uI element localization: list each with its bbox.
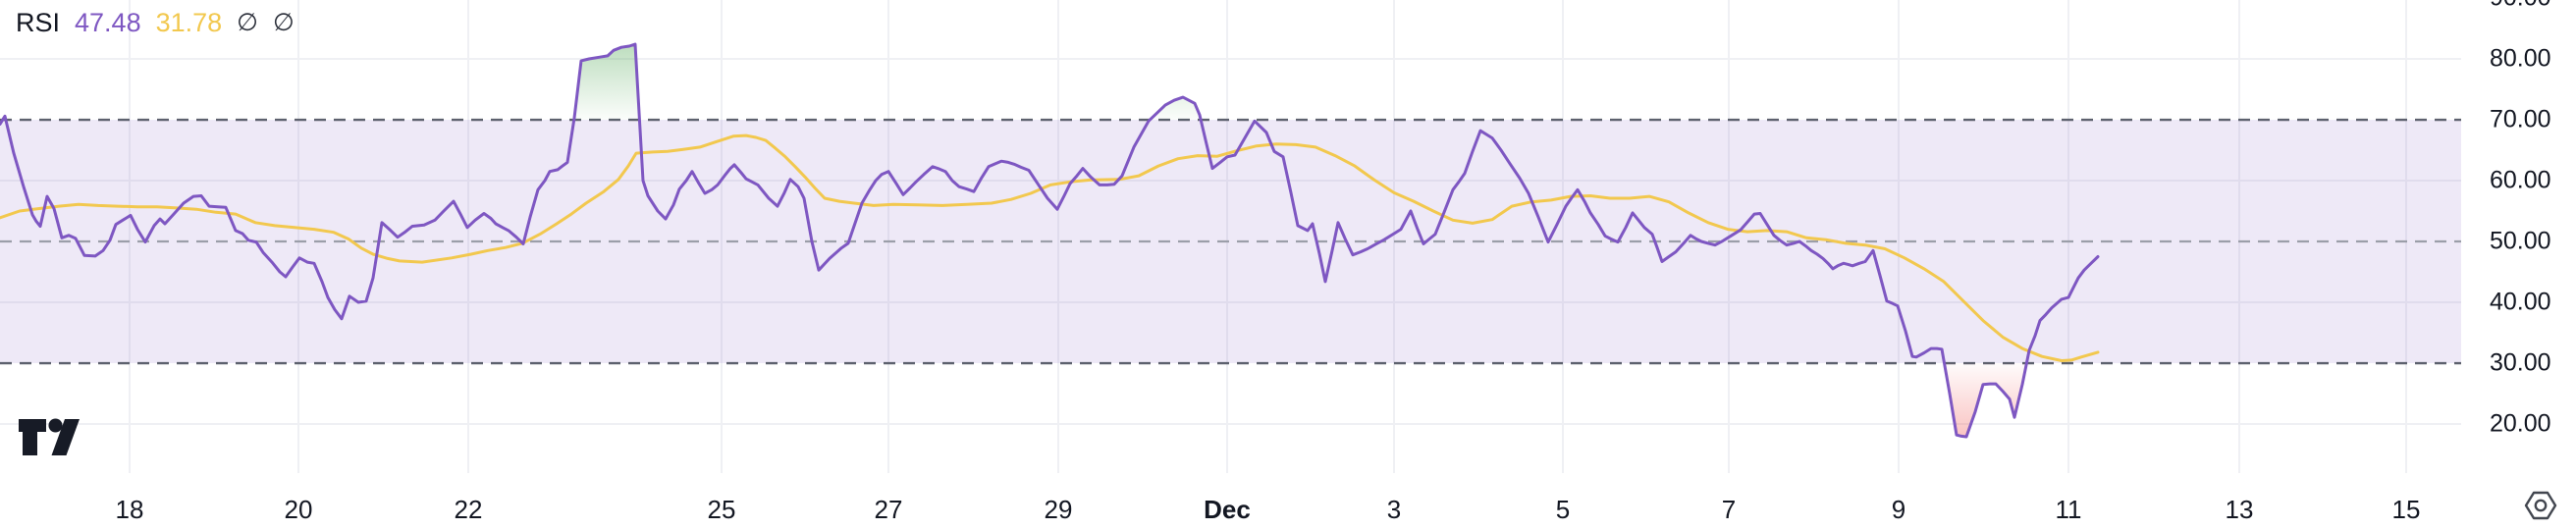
time-axis-label: 13 — [2225, 495, 2254, 524]
time-axis-label: 29 — [1044, 495, 1073, 524]
price-axis-label: 40.00 — [2490, 288, 2551, 316]
price-axis-label: 50.00 — [2490, 227, 2551, 255]
empty-set-icon: ∅ — [272, 9, 295, 36]
indicator-legend[interactable]: RSI 47.48 31.78 ∅ ∅ — [16, 8, 295, 37]
price-axis-label: 30.00 — [2490, 348, 2551, 377]
time-axis-label: 9 — [1891, 495, 1906, 524]
time-axis-label: 18 — [115, 495, 144, 524]
time-axis-label: 15 — [2391, 495, 2421, 524]
oversold-fill — [1944, 363, 2027, 437]
ma-value: 31.78 — [155, 8, 223, 37]
time-axis-label: 27 — [874, 495, 903, 524]
rsi-line — [0, 42, 2100, 439]
axis-settings-icon[interactable] — [2523, 490, 2558, 521]
tradingview-logo[interactable] — [18, 418, 80, 457]
time-axis-label: 25 — [707, 495, 736, 524]
indicator-title: RSI — [16, 8, 61, 37]
price-axis-label: 70.00 — [2490, 105, 2551, 133]
price-axis-label: 80.00 — [2490, 44, 2551, 73]
time-axis-label: Dec — [1204, 495, 1251, 524]
time-axis-label: 7 — [1721, 495, 1737, 524]
price-axis[interactable]: 90.00 80.00 70.00 60.00 50.00 40.00 30.00 20.00 — [2490, 0, 2576, 473]
time-axis-label: 20 — [284, 495, 313, 524]
price-axis-label: 90.00 — [2490, 0, 2551, 13]
rsi-value: 47.48 — [75, 8, 141, 37]
time-axis-label: 5 — [1555, 495, 1571, 524]
time-axis-label: 3 — [1386, 495, 1402, 524]
time-axis-label: 22 — [454, 495, 483, 524]
empty-set-icon: ∅ — [237, 9, 258, 36]
price-axis-label: 60.00 — [2490, 166, 2551, 194]
time-axis[interactable]: 18 20 22 25 27 29 Dec 3 5 7 9 11 13 15 — [0, 473, 2576, 530]
price-axis-label: 20.00 — [2490, 409, 2551, 438]
time-axis-label: 11 — [2055, 495, 2082, 524]
